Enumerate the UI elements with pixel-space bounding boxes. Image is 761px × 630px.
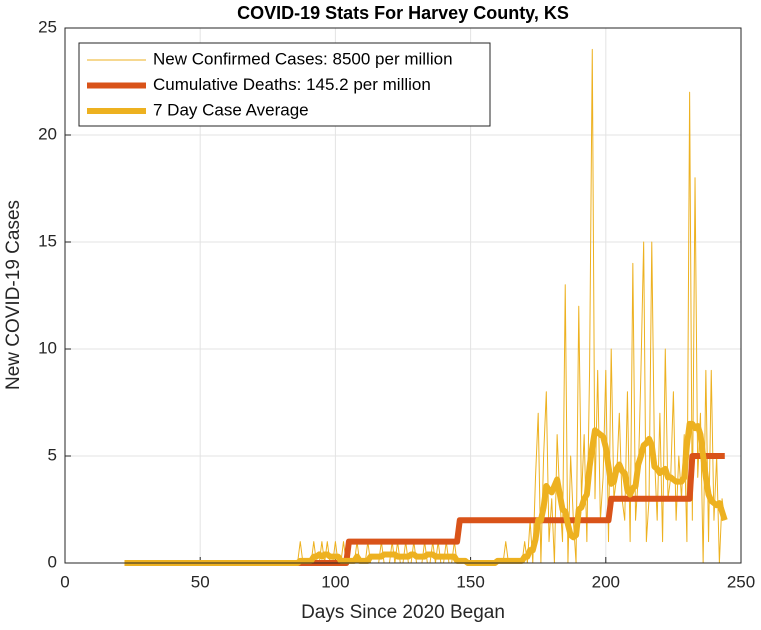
- y-tick-label: 10: [38, 338, 57, 357]
- x-axis-label: Days Since 2020 Began: [301, 602, 505, 623]
- y-axis-label: New COVID-19 Cases: [3, 200, 24, 390]
- y-tick-label: 0: [48, 552, 57, 571]
- y-tick-label: 15: [38, 231, 57, 250]
- x-tick-label: 0: [60, 572, 69, 591]
- x-tick-label: 150: [456, 572, 484, 591]
- legend-label: 7 Day Case Average: [153, 100, 309, 119]
- x-tick-label: 250: [727, 572, 755, 591]
- axes-box: [64, 27, 742, 564]
- legend-label: Cumulative Deaths: 145.2 per million: [153, 75, 431, 94]
- chart-title: COVID-19 Stats For Harvey County, KS: [237, 3, 569, 23]
- y-tick-label: 25: [38, 17, 57, 36]
- legend-box: [78, 42, 491, 127]
- x-tick-label: 100: [321, 572, 349, 591]
- legend-label: New Confirmed Cases: 8500 per million: [153, 49, 453, 68]
- x-tick-label: 200: [592, 572, 620, 591]
- x-tick-label: 50: [191, 572, 210, 591]
- y-tick-label: 20: [38, 124, 57, 143]
- y-tick-label: 5: [48, 445, 57, 464]
